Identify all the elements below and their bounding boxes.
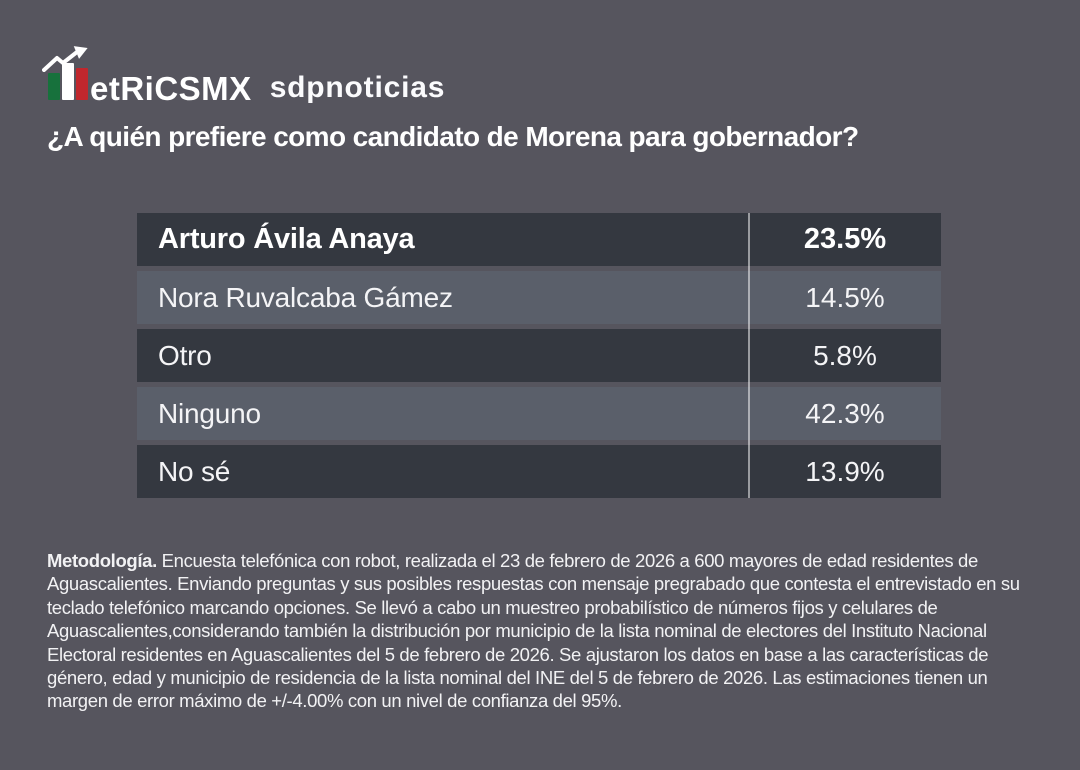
option-label: No sé bbox=[158, 455, 231, 487]
table-row: Nora Ruvalcaba Gámez 14.5% bbox=[137, 271, 941, 324]
metricsmx-logo-text: etRiCSMX bbox=[90, 69, 252, 107]
column-divider bbox=[748, 213, 750, 498]
header: etRiCSMX sdpnoticias bbox=[42, 44, 446, 107]
methodology-body: Encuesta telefónica con robot, realizada… bbox=[47, 550, 1020, 712]
logo-bar-green bbox=[48, 73, 60, 100]
methodology-lead: Metodología. bbox=[47, 550, 157, 571]
option-label: Nora Ruvalcaba Gámez bbox=[158, 281, 453, 313]
option-value: 14.5% bbox=[805, 281, 885, 313]
sdpnoticias-logo-text: sdpnoticias bbox=[269, 70, 446, 104]
table-row: Ninguno 42.3% bbox=[137, 387, 941, 440]
results-table: Arturo Ávila Anaya 23.5% Nora Ruvalcaba … bbox=[137, 213, 941, 498]
growth-arrow-icon bbox=[42, 46, 88, 72]
bar-chart-logo-icon bbox=[42, 46, 88, 100]
option-value: 23.5% bbox=[803, 223, 887, 255]
option-label: Otro bbox=[158, 339, 212, 371]
option-label: Arturo Ávila Anaya bbox=[158, 223, 415, 255]
page-title: ¿A quién prefiere como candidato de More… bbox=[47, 121, 859, 152]
option-label: Ninguno bbox=[158, 397, 261, 429]
logo-bar-red bbox=[76, 68, 88, 100]
methodology-text: Metodología. Encuesta telefónica con rob… bbox=[47, 549, 1049, 713]
table-row: Otro 5.8% bbox=[137, 329, 941, 382]
table-row: No sé 13.9% bbox=[137, 445, 941, 498]
logo-bar-white bbox=[62, 63, 74, 100]
metricsmx-logo: etRiCSMX bbox=[42, 46, 252, 107]
option-value: 42.3% bbox=[805, 397, 885, 429]
option-value: 13.9% bbox=[805, 455, 885, 487]
option-value: 5.8% bbox=[813, 339, 877, 371]
table-row: Arturo Ávila Anaya 23.5% bbox=[137, 213, 941, 266]
